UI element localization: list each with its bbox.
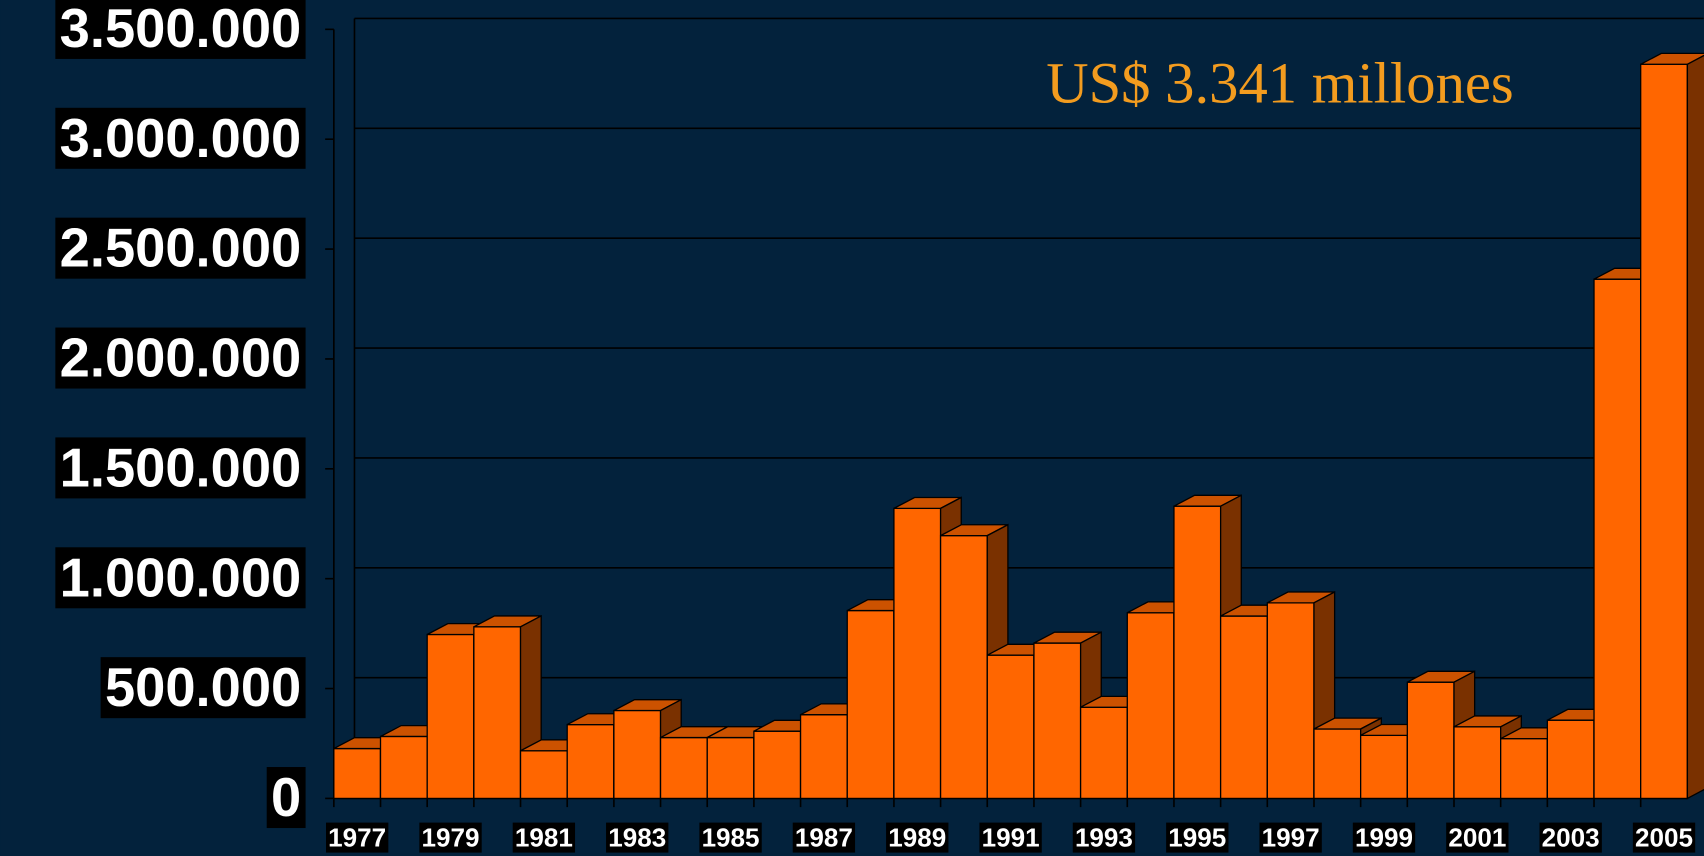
x-tick-label: 1981 <box>515 823 573 853</box>
bar <box>1359 734 1408 800</box>
y-tick-label: 3.000.000 <box>60 108 302 169</box>
bar <box>1406 681 1455 800</box>
bar <box>1500 738 1548 800</box>
label-background <box>419 822 482 853</box>
y-tick-label: 500.000 <box>105 657 301 718</box>
y-tick-label: 2.000.000 <box>60 328 302 389</box>
x-tick-label: 1977 <box>328 823 386 853</box>
label-background <box>55 437 306 499</box>
bar <box>379 735 428 800</box>
label-background <box>792 822 856 853</box>
bar <box>1173 505 1222 800</box>
bar <box>1546 719 1595 800</box>
label-background <box>100 657 306 719</box>
label-background <box>1632 822 1696 853</box>
bar <box>799 714 848 800</box>
x-tick-label: 2005 <box>1635 823 1693 853</box>
bar <box>753 730 802 800</box>
x-tick-label: 1987 <box>795 823 853 853</box>
x-tick-label: 1985 <box>702 823 760 853</box>
label-background <box>1352 822 1416 853</box>
label-background <box>55 217 306 279</box>
x-tick-label: 1979 <box>422 823 480 853</box>
bar <box>519 750 568 800</box>
bar <box>1033 642 1082 800</box>
bar <box>426 633 475 800</box>
bar <box>1266 602 1315 800</box>
bar <box>1640 63 1689 800</box>
bar <box>846 609 895 800</box>
annotation: US$ 3.341 millones <box>1046 51 1514 116</box>
label-background <box>1166 822 1229 853</box>
bar-side <box>1686 54 1704 800</box>
bar <box>659 736 708 800</box>
x-tick-label: 1997 <box>1262 823 1320 853</box>
label-background <box>979 822 1042 853</box>
label-background <box>55 547 306 609</box>
bar <box>939 534 988 800</box>
bar <box>1079 706 1128 800</box>
label-background <box>55 0 306 59</box>
label-background <box>512 822 576 853</box>
y-tick-label: 0 <box>271 767 301 828</box>
bar <box>1126 612 1175 800</box>
y-tick-label: 2.500.000 <box>60 218 302 279</box>
label-background <box>699 822 762 853</box>
bar <box>613 709 662 800</box>
x-tick-label: 2001 <box>1448 823 1506 853</box>
label-background <box>886 822 949 853</box>
x-tick-label: 2003 <box>1542 823 1600 853</box>
label-background <box>1446 822 1509 853</box>
label-background <box>606 822 669 853</box>
y-tick-label: 3.500.000 <box>60 0 302 59</box>
y-tick-label: 1.500.000 <box>60 437 302 498</box>
bar <box>1219 615 1268 800</box>
label-background <box>326 822 389 853</box>
bar <box>706 736 755 800</box>
label-background <box>55 107 306 169</box>
label-background <box>266 767 306 829</box>
x-tick-label: 1983 <box>608 823 666 853</box>
label-background <box>55 327 306 389</box>
bar <box>566 723 615 800</box>
bar <box>1593 278 1642 800</box>
bar <box>473 626 522 800</box>
bar <box>333 747 382 800</box>
y-tick-label: 1.000.000 <box>60 547 302 608</box>
x-tick-label: 1995 <box>1168 823 1226 853</box>
bar <box>1313 728 1362 800</box>
bar <box>1453 726 1502 800</box>
bar-top <box>1640 52 1704 65</box>
label-background <box>1539 822 1602 853</box>
x-tick-label: 1991 <box>982 823 1040 853</box>
x-tick-label: 1993 <box>1075 823 1133 853</box>
x-tick-label: 1999 <box>1355 823 1413 853</box>
label-background <box>1072 822 1136 853</box>
label-background <box>1259 822 1322 853</box>
bar <box>986 654 1035 800</box>
x-tick-label: 1989 <box>888 823 946 853</box>
bar <box>893 507 942 800</box>
